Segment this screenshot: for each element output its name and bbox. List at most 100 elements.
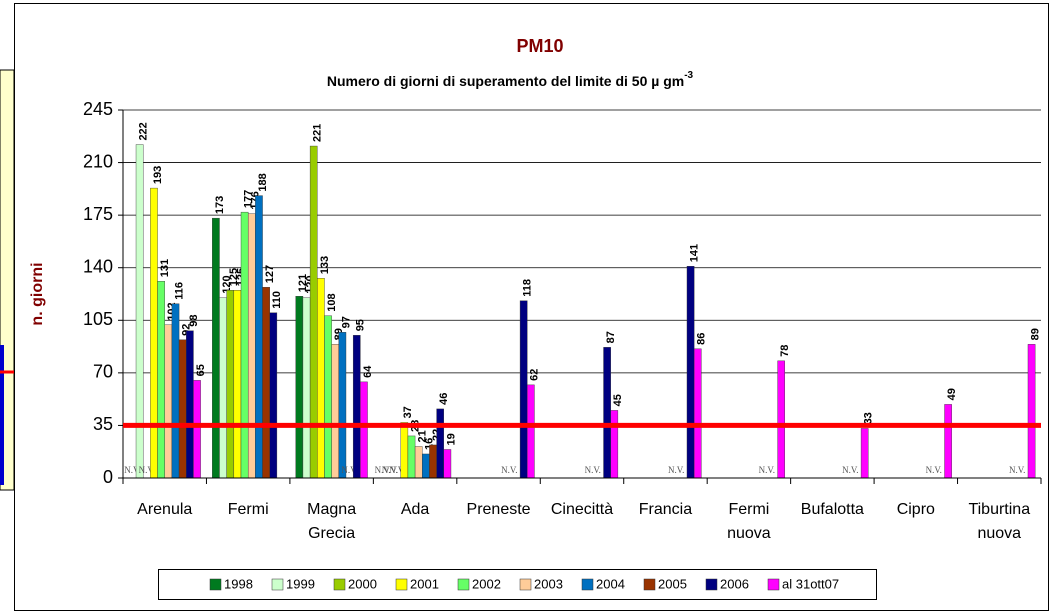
data-label: 116 bbox=[173, 282, 185, 300]
bar bbox=[193, 380, 201, 479]
bar bbox=[400, 422, 409, 479]
data-label: 125 bbox=[228, 268, 240, 286]
data-label: 86 bbox=[696, 333, 708, 345]
y-tick-label: 210 bbox=[83, 151, 113, 171]
bar bbox=[527, 384, 535, 479]
legend-swatch bbox=[643, 578, 656, 591]
data-label: 108 bbox=[326, 293, 338, 311]
na-label: N.V. bbox=[375, 465, 391, 475]
data-label: 188 bbox=[257, 173, 269, 191]
bar bbox=[610, 410, 619, 479]
na-label: N.V. bbox=[139, 465, 155, 475]
subtitle-superscript: -3 bbox=[684, 70, 693, 81]
x-tick-label: Bufalotta bbox=[801, 501, 864, 518]
data-label: 65 bbox=[195, 364, 207, 376]
x-tick-label: Cipro bbox=[897, 501, 935, 518]
bar bbox=[150, 187, 158, 479]
legend-label: 1998 bbox=[224, 576, 253, 591]
subtitle-text: Numero di giorni di superamento del limi… bbox=[327, 73, 684, 89]
y-tick-label: 175 bbox=[83, 204, 113, 224]
legend-label: 2000 bbox=[348, 576, 377, 591]
bar bbox=[352, 335, 361, 479]
data-label: 173 bbox=[214, 196, 226, 214]
data-label: 19 bbox=[445, 433, 457, 445]
legend-label: 2002 bbox=[472, 576, 501, 591]
na-label: N.V. bbox=[926, 465, 942, 475]
bar bbox=[240, 211, 249, 479]
data-label: 127 bbox=[264, 265, 276, 283]
bar bbox=[247, 213, 256, 479]
bar bbox=[519, 300, 528, 479]
legend-swatch bbox=[333, 578, 346, 591]
legend-swatch bbox=[271, 578, 284, 591]
data-label: 49 bbox=[946, 388, 958, 400]
na-label: N.V. bbox=[759, 465, 775, 475]
data-label: 62 bbox=[529, 369, 541, 381]
data-label: 64 bbox=[362, 365, 374, 378]
bar bbox=[164, 324, 173, 479]
data-label: 78 bbox=[779, 345, 791, 357]
data-label: 97 bbox=[340, 316, 352, 328]
y-tick-label: 140 bbox=[83, 256, 113, 276]
bar bbox=[186, 330, 194, 479]
bar bbox=[295, 296, 304, 479]
legend-label: 2006 bbox=[720, 576, 749, 591]
legend-label: 2001 bbox=[410, 576, 439, 591]
legend-swatch bbox=[209, 578, 222, 591]
bar bbox=[407, 435, 416, 479]
y-axis-label: n. giorni bbox=[29, 262, 46, 325]
na-label: N.V. bbox=[501, 465, 517, 475]
legend-swatch bbox=[395, 578, 408, 591]
bar bbox=[171, 303, 180, 479]
bar bbox=[429, 444, 437, 479]
data-label: 110 bbox=[271, 291, 283, 309]
legend-swatch bbox=[705, 578, 718, 591]
data-label: 120 bbox=[221, 275, 233, 293]
bar bbox=[269, 312, 278, 479]
legend-label: 2004 bbox=[596, 576, 625, 591]
y-tick-label: 70 bbox=[93, 362, 113, 382]
data-label: 222 bbox=[138, 122, 150, 140]
bar bbox=[1027, 344, 1036, 479]
bar bbox=[309, 145, 318, 479]
data-label: 87 bbox=[605, 331, 617, 343]
data-label: 177 bbox=[242, 190, 254, 208]
bar bbox=[360, 381, 368, 479]
bar bbox=[255, 195, 263, 479]
na-label: N.V. bbox=[668, 465, 684, 475]
data-label: 121 bbox=[297, 274, 309, 292]
data-label: 95 bbox=[355, 319, 367, 331]
data-label: 45 bbox=[612, 394, 624, 406]
data-label: 33 bbox=[863, 412, 875, 424]
na-label: N.V. bbox=[124, 465, 140, 475]
bar bbox=[414, 446, 423, 479]
na-label: N.V. bbox=[585, 465, 601, 475]
data-label: 193 bbox=[152, 166, 164, 184]
na-label: N.V. bbox=[382, 465, 398, 475]
bar bbox=[777, 360, 785, 479]
data-label: 133 bbox=[319, 256, 331, 274]
data-label: 118 bbox=[522, 279, 534, 297]
bar bbox=[860, 428, 869, 479]
x-tick-label: Tiburtina nuova bbox=[968, 501, 1030, 542]
bar bbox=[603, 347, 611, 479]
legend-label: 2003 bbox=[534, 576, 563, 591]
bar bbox=[944, 404, 952, 479]
y-tick-label: 35 bbox=[93, 414, 113, 434]
chart-subtitle: Numero di giorni di superamento del limi… bbox=[327, 70, 694, 89]
na-label: N.V. bbox=[389, 465, 405, 475]
bar bbox=[178, 339, 187, 479]
x-tick-label: Cinecittà bbox=[551, 501, 613, 518]
bar bbox=[443, 449, 452, 479]
data-label: 21 bbox=[417, 430, 429, 442]
data-label: 98 bbox=[188, 315, 200, 327]
legend-swatch bbox=[581, 578, 594, 591]
bar bbox=[157, 281, 165, 479]
bar bbox=[262, 287, 270, 479]
x-tick-label: Magna Grecia bbox=[307, 501, 356, 542]
legend-label: al 31ott07 bbox=[782, 576, 839, 591]
y-tick-label: 105 bbox=[83, 309, 113, 329]
legend-label: 1999 bbox=[286, 576, 315, 591]
x-tick-label: Fermi nuova bbox=[727, 501, 771, 542]
